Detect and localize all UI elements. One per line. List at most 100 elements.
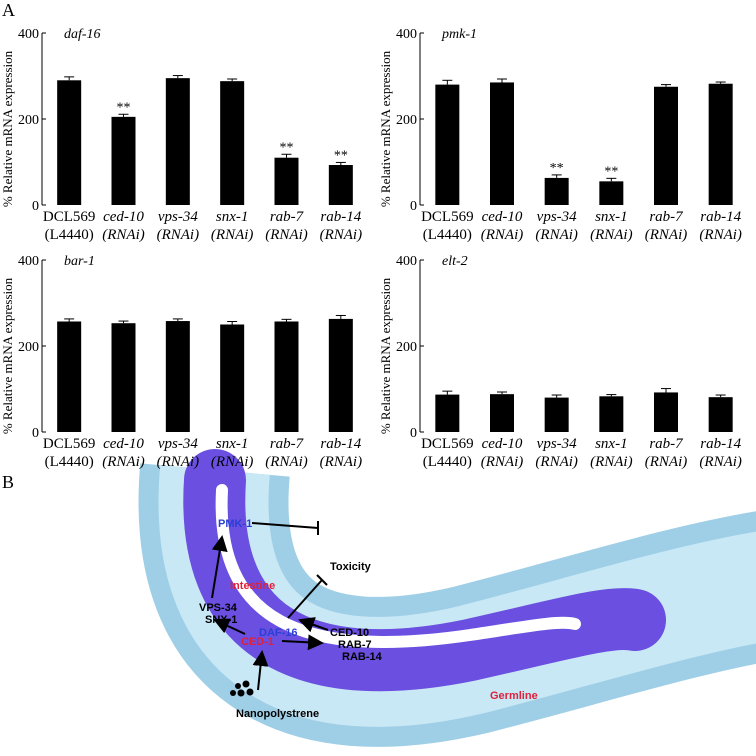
bar: [57, 80, 82, 205]
particle: [235, 683, 241, 689]
inhibition-line: [287, 579, 323, 619]
bar: [328, 165, 353, 205]
bar: [165, 321, 190, 432]
bar: [599, 396, 624, 432]
diagram-label: CED-10: [330, 627, 369, 639]
x-tick-label: vps-34: [537, 436, 577, 452]
x-tick-label: rab-14: [700, 436, 741, 452]
x-tick-label: (RNAi): [320, 227, 363, 243]
chart-title: daf-16: [64, 27, 101, 42]
x-tick-label: (RNAi): [157, 454, 200, 470]
x-tick-label: ced-10: [103, 209, 144, 225]
significance-label: **: [117, 100, 131, 115]
x-tick-label: (RNAi): [265, 227, 308, 243]
particle: [246, 688, 254, 696]
y-tick-label: 400: [18, 254, 39, 269]
x-tick-label: ced-10: [482, 209, 523, 225]
x-tick-label: (RNAi): [211, 454, 254, 470]
bar: [654, 392, 678, 432]
x-tick-label: vps-34: [158, 209, 198, 225]
x-tick-label: snx-1: [595, 436, 628, 452]
lumen: [215, 484, 581, 648]
particle: [242, 680, 250, 688]
particle: [230, 690, 236, 696]
bar: [274, 157, 299, 205]
diagram-label: CED-1: [241, 636, 274, 648]
bar: [708, 397, 733, 432]
bar-chart: 0 200 400% Relative mRNA expression elt-2 DC…: [378, 254, 742, 470]
particle: [237, 689, 245, 697]
bar: [111, 323, 136, 432]
bar: [490, 394, 514, 432]
diagram-label: Intestine: [230, 580, 275, 592]
bar: [544, 177, 569, 205]
x-tick-label: (RNAi): [645, 227, 688, 243]
x-tick-label: (RNAi): [590, 454, 633, 470]
inhibition-line: [251, 522, 319, 529]
bar: [544, 397, 569, 432]
bar-chart: 0 200 400% Relative mRNA expression daf-16 D…: [0, 27, 362, 243]
y-axis-label: % Relative mRNA expression: [378, 277, 393, 434]
y-tick-label: 400: [396, 27, 417, 42]
x-tick-label: rab-7: [649, 209, 684, 225]
bar: [220, 324, 245, 432]
diagram-label: Nanopolystrene: [236, 708, 319, 720]
diagram-label: Germline: [490, 690, 538, 702]
significance-label: **: [280, 140, 294, 155]
y-tick-label: 200: [396, 340, 417, 355]
x-tick-label: ced-10: [103, 436, 144, 452]
x-tick-label: (RNAi): [102, 227, 145, 243]
x-tick-label: DCL569: [421, 436, 474, 452]
x-tick-label: DCL569: [43, 209, 96, 225]
x-tick-label: (RNAi): [157, 227, 200, 243]
x-tick-label: (RNAi): [481, 227, 524, 243]
bar: [220, 81, 245, 205]
x-tick-label: (RNAi): [265, 454, 308, 470]
y-tick-label: 200: [396, 113, 417, 128]
bar: [435, 394, 460, 432]
y-tick-label: 0: [32, 426, 39, 441]
x-tick-label: rab-14: [700, 209, 741, 225]
x-tick-label: (RNAi): [535, 454, 578, 470]
x-tick-label: vps-34: [537, 209, 577, 225]
panel-label: A: [2, 0, 15, 20]
bar: [111, 116, 136, 205]
bar: [708, 83, 733, 205]
bar: [599, 181, 624, 205]
bar-chart: 0 200 400% Relative mRNA expression pmk-1 DC…: [378, 27, 742, 243]
x-tick-label: rab-14: [320, 436, 361, 452]
x-tick-label: (L4440): [423, 227, 472, 243]
x-tick-label: (RNAi): [535, 227, 578, 243]
bar: [490, 82, 514, 205]
y-tick-label: 400: [18, 27, 39, 42]
inhibition-bar: [316, 574, 328, 586]
arrow: [252, 650, 269, 691]
bar: [165, 78, 190, 205]
y-axis-label: % Relative mRNA expression: [0, 277, 15, 434]
x-tick-label: rab-7: [649, 436, 684, 452]
x-tick-label: (RNAi): [102, 454, 145, 470]
y-tick-label: 200: [18, 340, 39, 355]
x-tick-label: ced-10: [482, 436, 523, 452]
arrow: [281, 634, 324, 651]
bar: [328, 318, 353, 432]
x-tick-label: (RNAi): [645, 454, 688, 470]
y-axis-label: % Relative mRNA expression: [378, 50, 393, 207]
x-tick-label: (L4440): [45, 227, 94, 243]
y-tick-label: 200: [18, 113, 39, 128]
diagram-label: VPS-34: [199, 602, 238, 614]
significance-label: **: [550, 161, 564, 176]
diagram-label: DAF-16: [259, 627, 298, 639]
diagram-label: RAB-14: [342, 651, 383, 663]
nanoparticles: [230, 680, 254, 697]
chart-title: bar-1: [64, 254, 95, 269]
x-tick-label: vps-34: [158, 436, 198, 452]
x-tick-label: (L4440): [45, 454, 94, 470]
intestine-band: [183, 449, 666, 692]
bar: [274, 321, 299, 432]
significance-label: **: [604, 164, 618, 179]
x-tick-label: (RNAi): [590, 227, 633, 243]
x-tick-label: DCL569: [421, 209, 474, 225]
arrow: [211, 535, 228, 599]
